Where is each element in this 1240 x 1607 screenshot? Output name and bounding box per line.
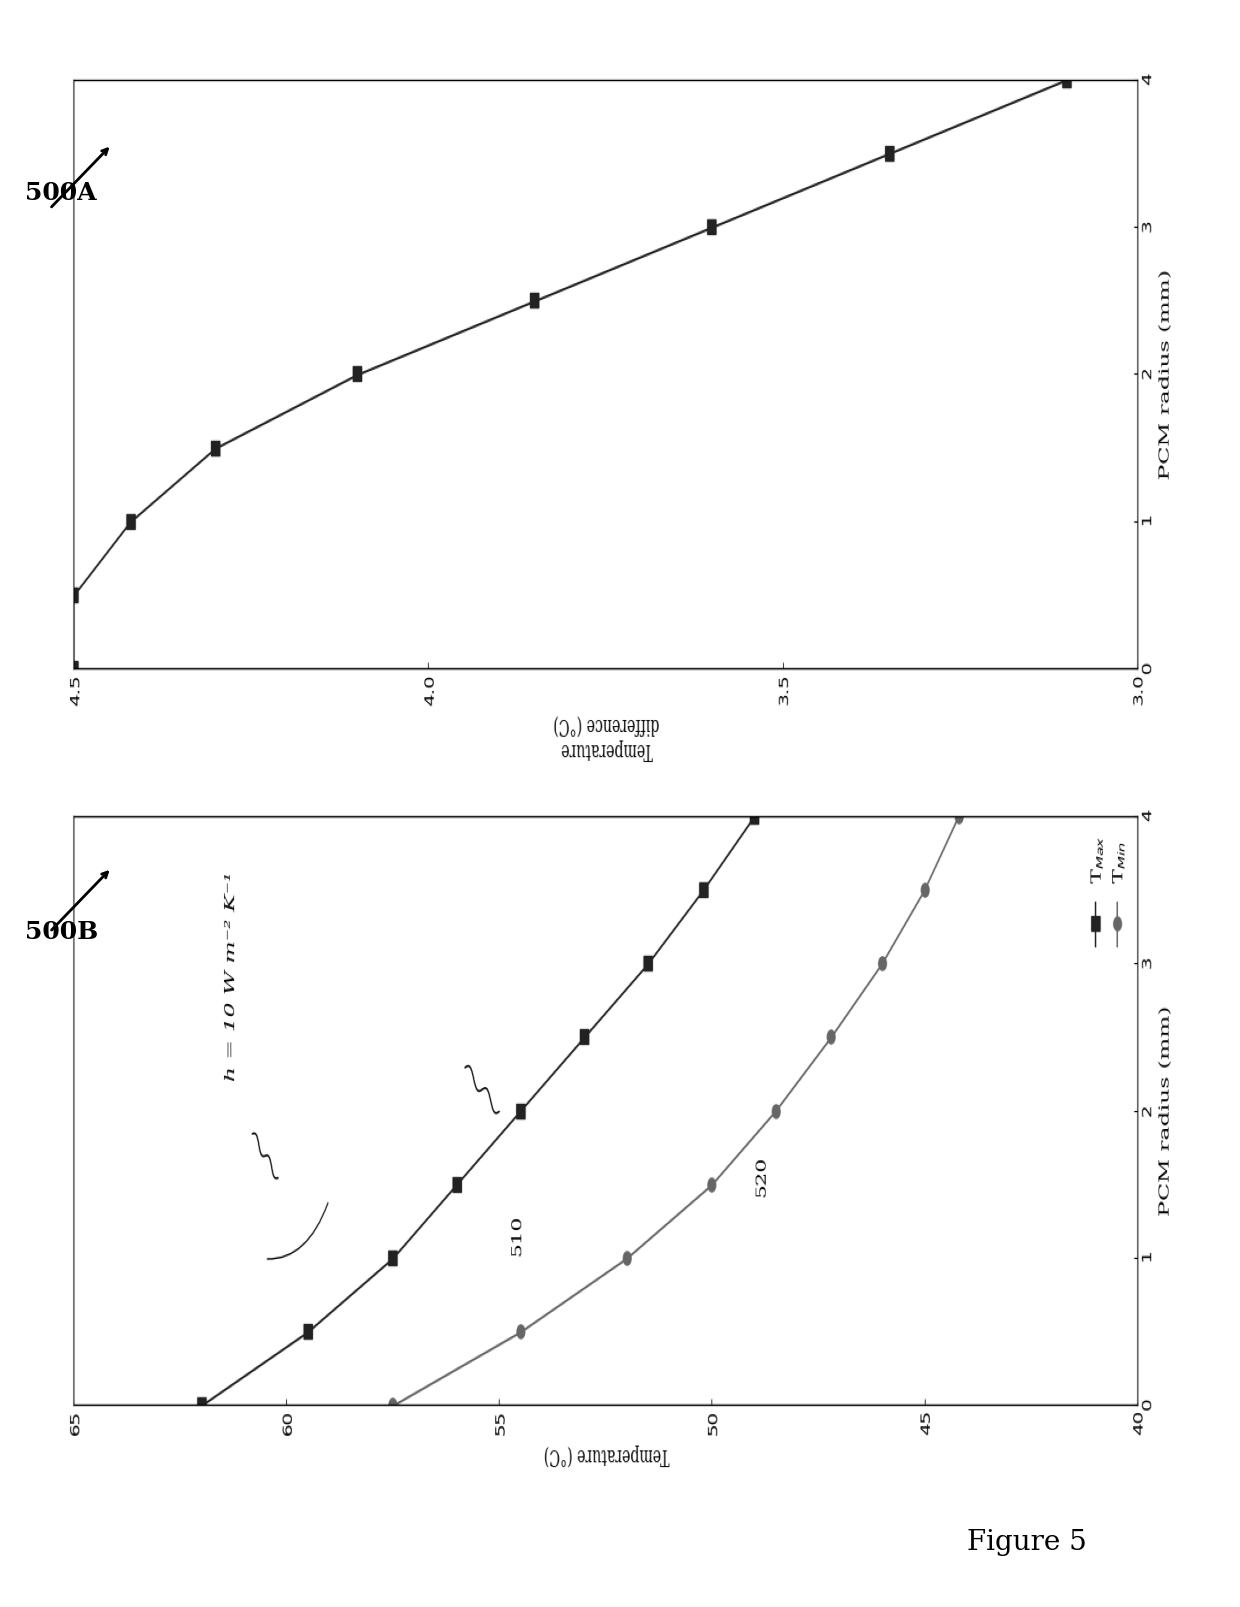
Text: 500A: 500A (25, 182, 97, 204)
Text: Figure 5: Figure 5 (967, 1530, 1087, 1556)
Text: 500B: 500B (25, 921, 98, 943)
